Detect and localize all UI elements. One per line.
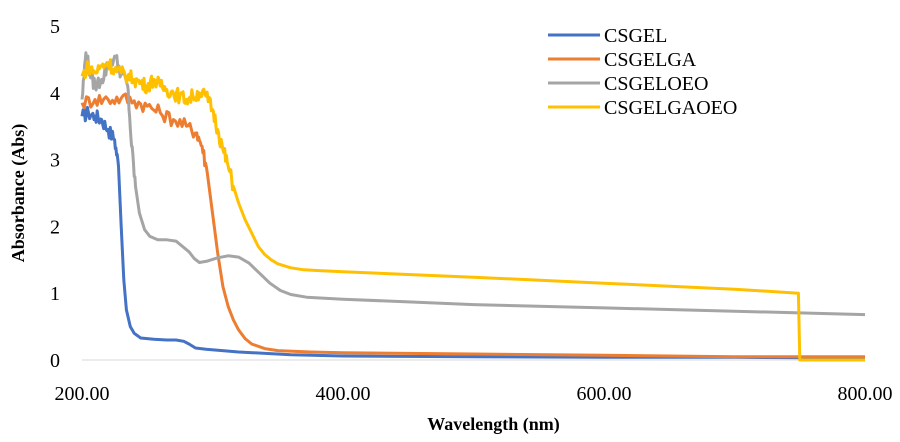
series-line-csgelgaoeo xyxy=(80,58,865,362)
x-tick-label: 800.00 xyxy=(838,383,893,405)
series-line-csgelga xyxy=(80,92,865,359)
x-tick-label: 600.00 xyxy=(577,383,632,405)
x-axis-title: Wavelength (nm) xyxy=(427,414,560,435)
y-tick-label: 2 xyxy=(50,216,60,238)
y-tick-label: 0 xyxy=(50,350,60,372)
x-tick-label: 400.00 xyxy=(316,383,371,405)
legend-label: CSGELOEO xyxy=(604,73,708,95)
legend-label: CSGEL xyxy=(604,25,667,47)
x-tick-label: 200.00 xyxy=(55,383,110,405)
y-axis-title: Absorbance (Abs) xyxy=(8,124,29,263)
y-tick-label: 5 xyxy=(50,16,60,38)
legend-label: CSGELGA xyxy=(604,49,697,71)
y-tick-label: 3 xyxy=(50,150,60,172)
y-tick-label: 1 xyxy=(50,283,60,305)
y-tick-label: 4 xyxy=(50,83,60,105)
legend-label: CSGELGAOEO xyxy=(604,97,737,119)
series-line-csgel xyxy=(80,105,866,360)
